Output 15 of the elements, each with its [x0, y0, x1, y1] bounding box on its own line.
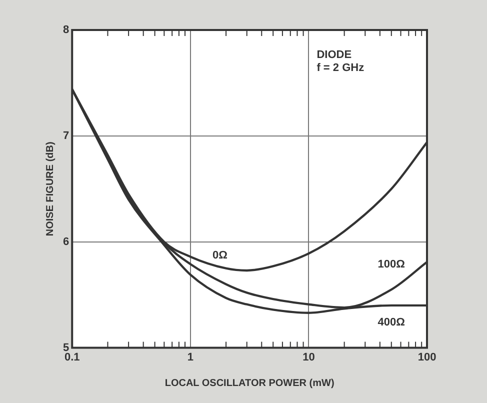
x-tick-label: 100	[418, 351, 436, 364]
y-tick-label: 8	[62, 24, 70, 36]
x-tick-label: 10	[302, 351, 315, 364]
y-axis-title: NOISE FIGURE (dB)	[44, 142, 56, 236]
annotation: f = 2 GHz	[316, 62, 365, 74]
y-tick-label: 5	[62, 342, 70, 354]
x-tick-label: 0.1	[64, 351, 80, 364]
annotation: DIODE	[316, 49, 352, 61]
x-tick-label: 1	[187, 351, 194, 364]
y-tick-label: 6	[62, 236, 70, 248]
series-label: 0Ω	[212, 249, 228, 262]
series-label: 100Ω	[378, 258, 406, 271]
y-tick-label: 7	[62, 130, 70, 142]
series-label: 400Ω	[378, 316, 406, 328]
x-axis-title: LOCAL OSCILLATOR POWER (mW)	[164, 378, 334, 389]
